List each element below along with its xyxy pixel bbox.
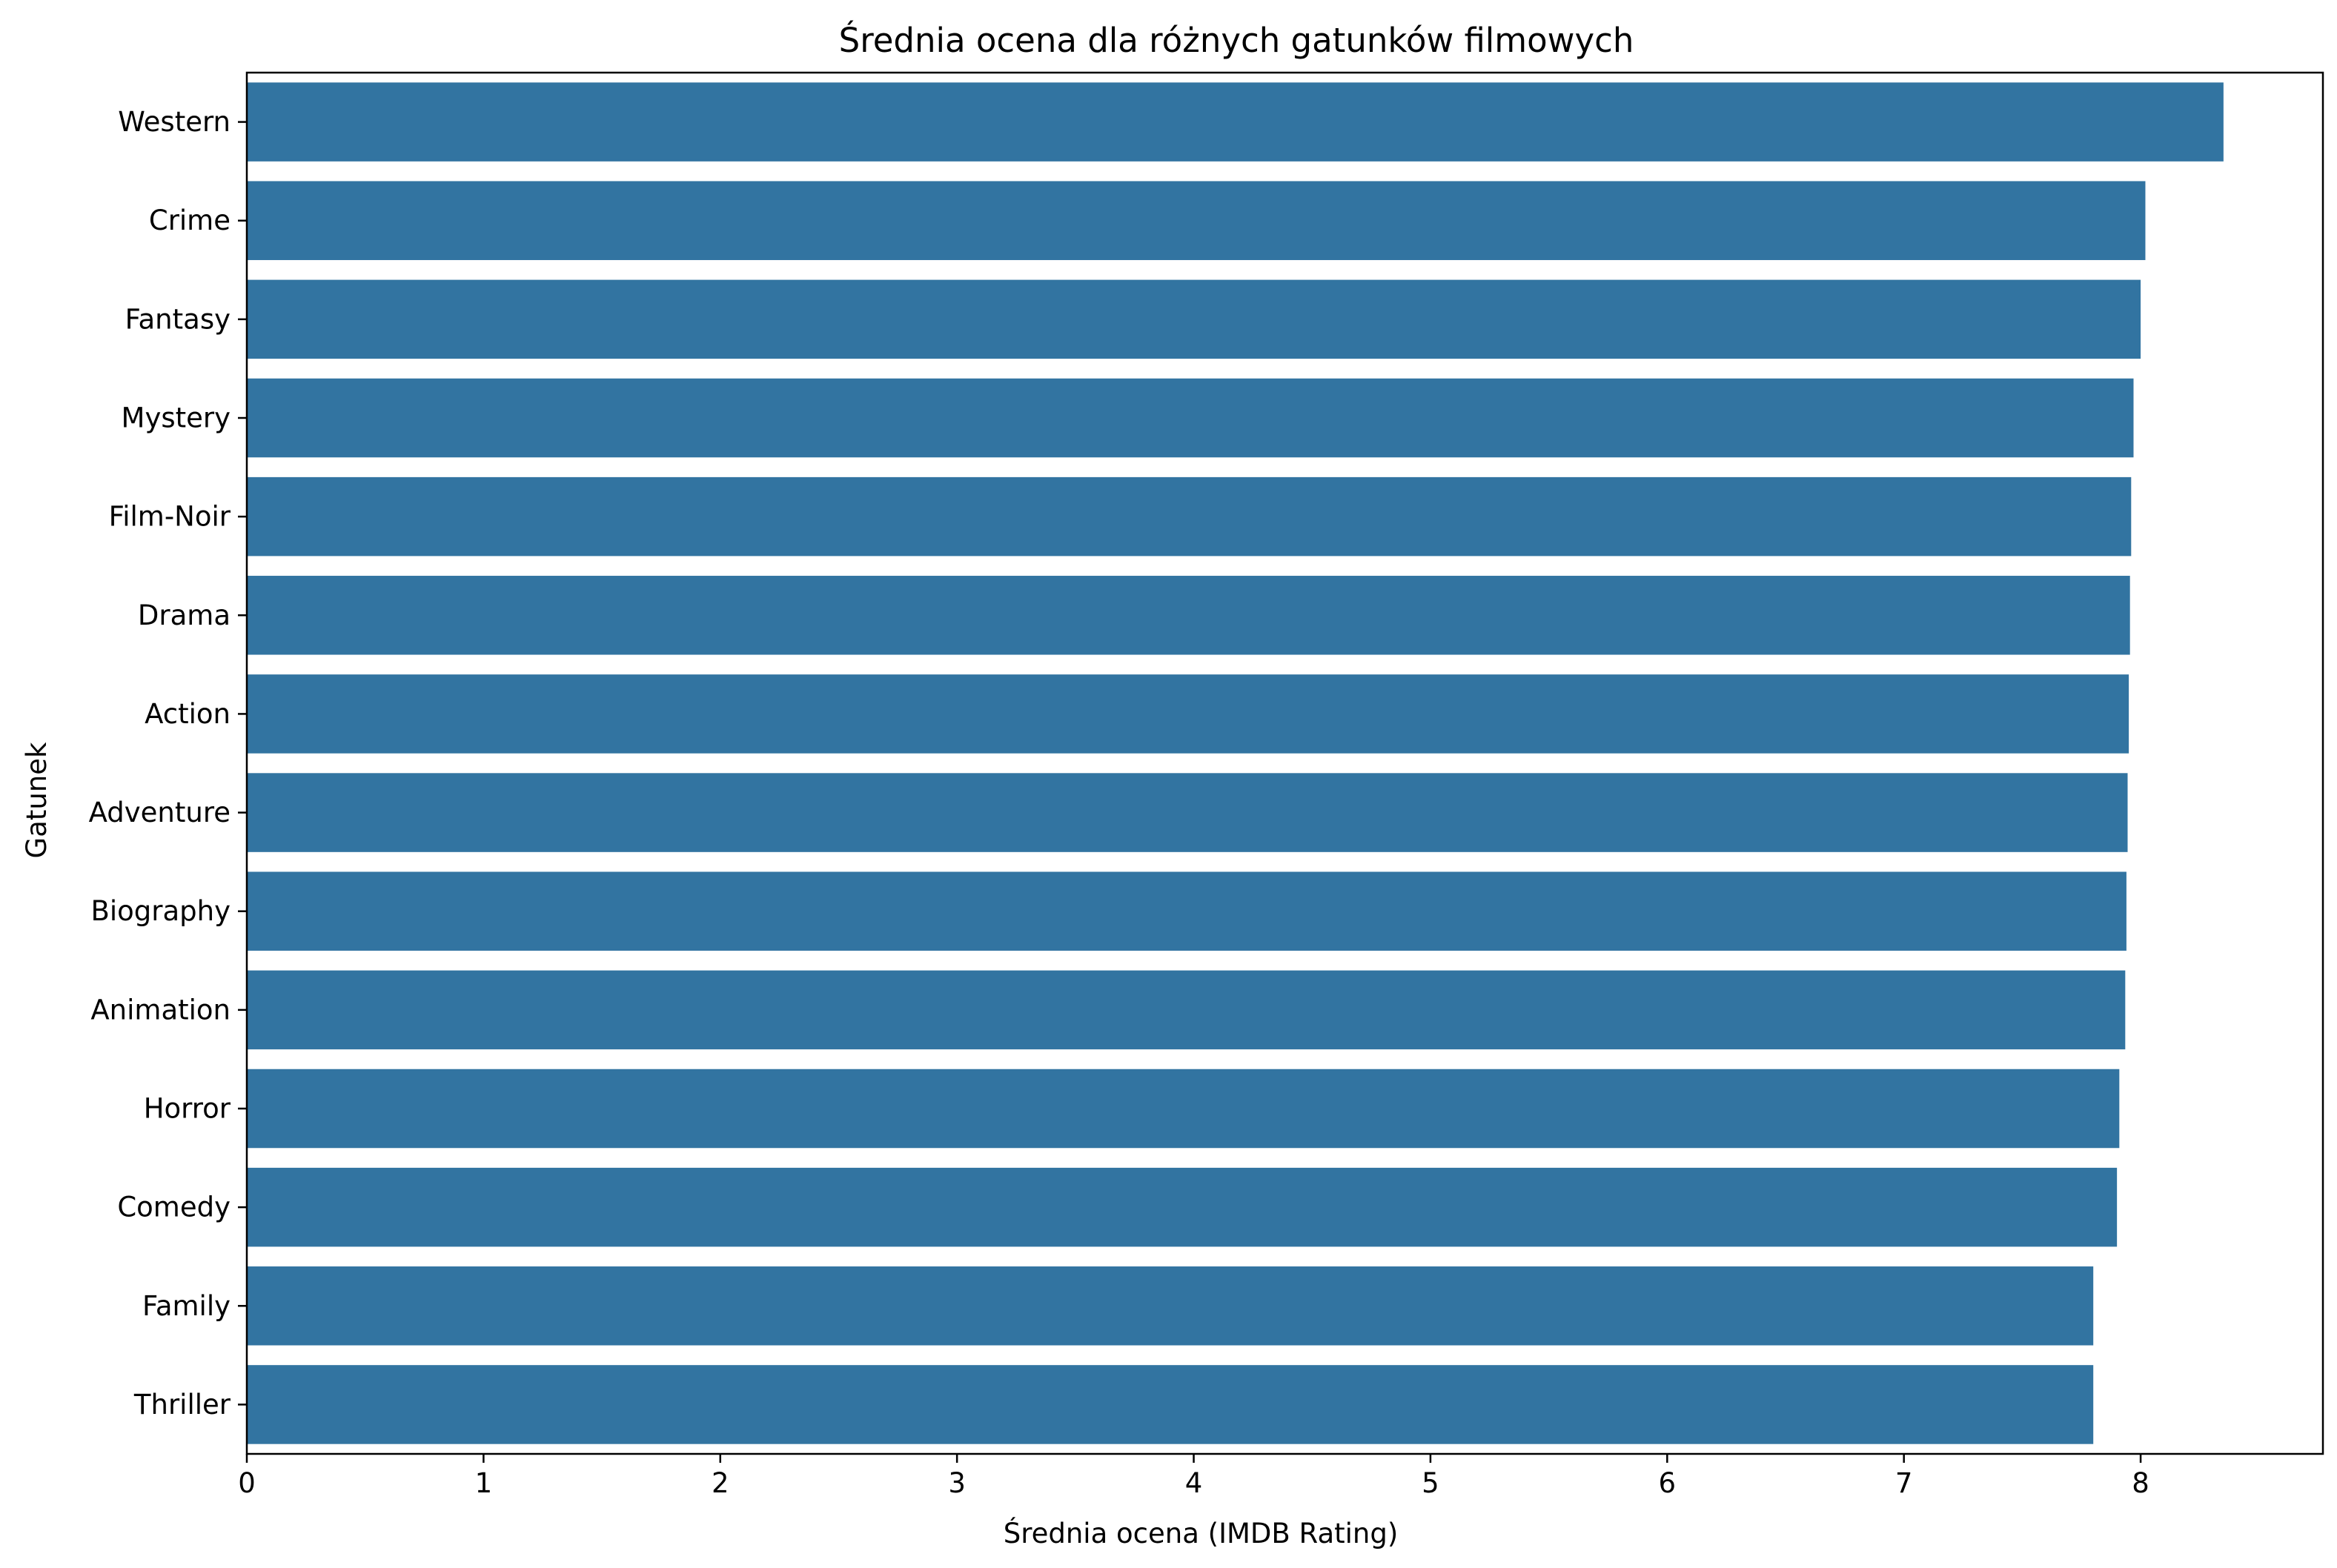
- bar-horror: [247, 1069, 2120, 1149]
- bar-film-noir: [247, 476, 2132, 557]
- x-axis-label: Średnia ocena (IMDB Rating): [1004, 1517, 1399, 1549]
- x-tick-label: 6: [1659, 1467, 1677, 1499]
- y-tick-label: Mystery: [122, 402, 231, 434]
- y-tick-label: Fantasy: [125, 303, 231, 335]
- y-tick-label: Drama: [138, 599, 231, 631]
- bars-group: [247, 82, 2224, 1444]
- bar-biography: [247, 871, 2126, 951]
- x-tick-label: 3: [948, 1467, 966, 1499]
- y-tick-label: Action: [145, 698, 231, 730]
- x-tick-label: 1: [475, 1467, 493, 1499]
- bar-crime: [247, 181, 2146, 260]
- x-axis: 0 1 2 3 4 5 6 7 8: [238, 1454, 2149, 1499]
- y-axis-label: Gatunek: [21, 742, 53, 859]
- bar-action: [247, 674, 2129, 754]
- bar-adventure: [247, 773, 2128, 852]
- bar-animation: [247, 970, 2126, 1050]
- bar-western: [247, 82, 2224, 162]
- x-tick-label: 7: [1895, 1467, 1913, 1499]
- y-tick-label: Family: [142, 1290, 231, 1322]
- y-tick-label: Western: [118, 106, 231, 138]
- bar-drama: [247, 576, 2130, 655]
- x-tick-label: 2: [712, 1467, 729, 1499]
- x-tick-label: 5: [1422, 1467, 1439, 1499]
- chart-title: Średnia ocena dla różnych gatunków filmo…: [839, 21, 1634, 60]
- y-tick-label: Thriller: [133, 1389, 231, 1421]
- plot-frame: [245, 71, 2324, 1455]
- bar-mystery: [247, 378, 2134, 458]
- bar-fantasy: [247, 279, 2141, 359]
- bar-family: [247, 1266, 2094, 1346]
- y-axis: Western Crime Fantasy Mystery Film-Noir Drama…: [89, 106, 247, 1421]
- y-tick-label: Crime: [149, 205, 231, 236]
- x-tick-label: 8: [2132, 1467, 2149, 1499]
- y-tick-label: Biography: [90, 895, 231, 927]
- x-tick-label: 0: [238, 1467, 256, 1499]
- x-tick-label: 4: [1185, 1467, 1203, 1499]
- y-tick-label: Animation: [90, 994, 231, 1026]
- bar-comedy: [247, 1167, 2118, 1247]
- y-tick-label: Comedy: [117, 1192, 231, 1223]
- y-tick-label: Film-Noir: [109, 501, 231, 533]
- bar-thriller: [247, 1365, 2094, 1444]
- y-tick-label: Horror: [144, 1093, 231, 1125]
- y-tick-label: Adventure: [89, 797, 231, 828]
